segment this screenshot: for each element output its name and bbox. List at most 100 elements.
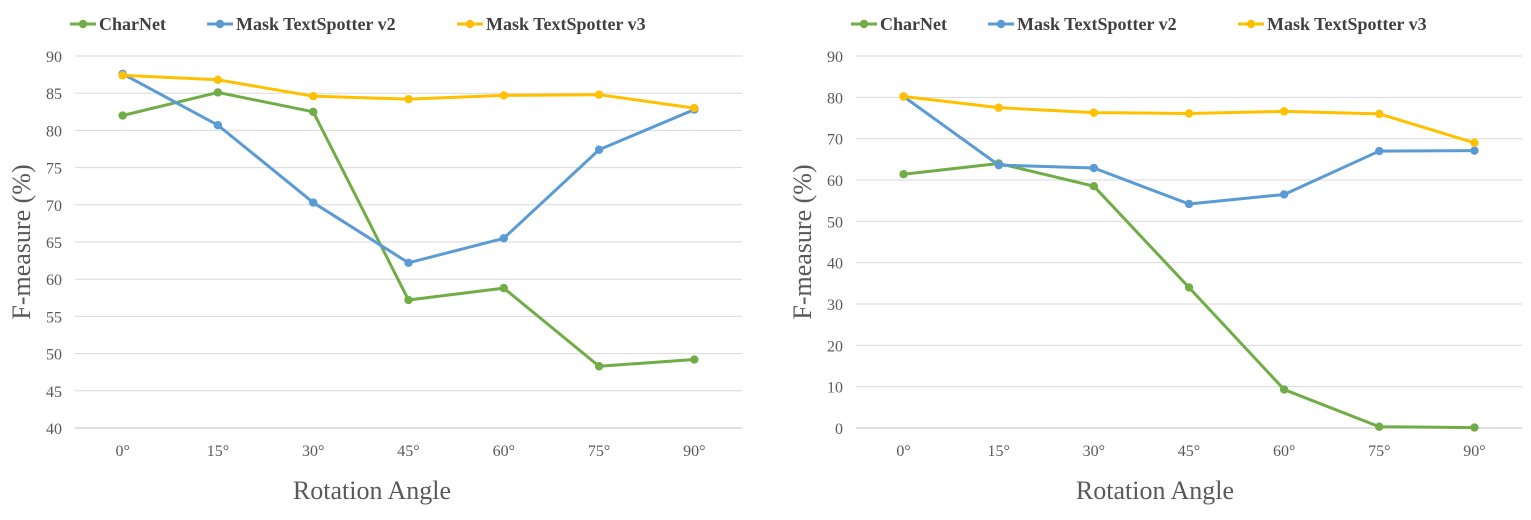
legend-label: Mask TextSpotter v2	[236, 14, 396, 34]
y-tick-label: 70	[46, 198, 62, 215]
data-point	[404, 295, 413, 305]
data-point	[213, 75, 223, 85]
y-tick-label: 30	[827, 297, 843, 314]
data-point	[1375, 109, 1384, 119]
y-tick-label: 60	[827, 173, 843, 190]
y-tick-label: 70	[827, 132, 843, 149]
chart-2: 0 10 20 30 40 50 60 70 80 90 0° 15° 30° 45° 60° 75° 90° R…	[788, 14, 1522, 505]
legend-swatch-marker	[78, 19, 88, 29]
x-tick-label: 45°	[1178, 443, 1200, 460]
data-point	[1279, 190, 1289, 199]
y-tick-label: 20	[827, 338, 843, 355]
legend-item: Mask TextSpotter v3	[457, 14, 646, 34]
data-point	[690, 355, 699, 364]
y-tick-label: 60	[46, 272, 62, 289]
y-tick-label: 80	[827, 90, 843, 107]
x-axis-title: Rotation Angle	[293, 476, 451, 505]
legend-label: CharNet	[880, 14, 947, 34]
data-point	[994, 103, 1003, 112]
data-point	[1375, 422, 1384, 431]
legend-item: CharNet	[70, 14, 166, 34]
x-tick-label: 0°	[896, 443, 910, 460]
series-line-mask-textspotter-v3	[902, 95, 1476, 145]
data-point	[309, 91, 318, 101]
legend-swatch-marker	[859, 19, 869, 29]
data-point	[118, 111, 127, 120]
x-tick-label: 30°	[1083, 443, 1105, 460]
data-point	[594, 145, 604, 154]
legend-item: Mask TextSpotter v2	[207, 14, 396, 34]
chart-1: 40 45 50 55 60 65 70 75 80 85 90 0° 15° 30° 45° 60° 75° 9…	[7, 14, 742, 505]
x-tick-label: 15°	[207, 443, 229, 460]
y-tick-label: 45	[46, 384, 62, 401]
data-point	[899, 170, 908, 179]
legend-item: Mask TextSpotter v2	[988, 14, 1177, 34]
data-point	[213, 88, 223, 97]
data-point	[1184, 199, 1194, 209]
y-tick-label: 50	[827, 214, 843, 231]
data-point	[213, 120, 223, 130]
y-tick-label: 40	[827, 256, 843, 273]
data-point	[594, 362, 604, 371]
data-point	[1470, 146, 1479, 155]
data-point	[499, 91, 508, 100]
legend-swatch-marker	[215, 19, 225, 29]
y-tick-label: 75	[46, 161, 62, 178]
data-point	[309, 198, 318, 207]
x-tick-label: 45°	[397, 443, 419, 460]
data-point	[499, 283, 508, 293]
x-tick-label: 60°	[1273, 443, 1295, 460]
legend-item: Mask TextSpotter v3	[1238, 14, 1427, 34]
data-point	[1184, 283, 1194, 292]
y-tick-label: 90	[46, 49, 62, 66]
y-tick-label: 10	[827, 380, 843, 397]
data-point	[994, 160, 1003, 170]
x-tick-label: 90°	[1463, 443, 1485, 460]
y-axis-title: F-measure (%)	[788, 164, 817, 319]
data-point	[1375, 146, 1384, 156]
legend-label: CharNet	[99, 14, 166, 34]
x-tick-label: 15°	[988, 443, 1010, 460]
data-point	[1089, 163, 1099, 173]
x-tick-label: 75°	[1368, 443, 1390, 460]
y-axis-title: F-measure (%)	[7, 164, 36, 319]
data-point	[1089, 108, 1099, 117]
data-point	[404, 258, 413, 268]
y-tick-label: 50	[46, 347, 62, 364]
data-point	[1279, 107, 1289, 116]
x-tick-label: 75°	[588, 443, 610, 460]
y-tick-label: 65	[46, 235, 62, 252]
data-point	[1089, 182, 1099, 191]
y-tick-label: 55	[46, 309, 62, 326]
data-point	[594, 90, 604, 99]
legend-swatch-marker	[996, 19, 1006, 29]
x-axis-title: Rotation Angle	[1076, 476, 1234, 505]
legend-item: CharNet	[851, 14, 947, 34]
data-point	[690, 103, 699, 113]
data-point	[1279, 385, 1289, 394]
legend-label: Mask TextSpotter v2	[1017, 14, 1177, 34]
legend-label: Mask TextSpotter v3	[486, 14, 646, 34]
data-point	[118, 71, 127, 80]
x-tick-label: 0°	[115, 443, 129, 460]
x-tick-label: 60°	[493, 443, 515, 460]
y-tick-label: 0	[835, 421, 843, 438]
legend-swatch-marker	[1246, 19, 1256, 29]
y-tick-label: 80	[46, 123, 62, 140]
series-line-charnet	[121, 90, 696, 368]
legend-swatch-marker	[465, 19, 475, 29]
data-point	[404, 94, 413, 104]
data-point	[309, 107, 318, 117]
data-point	[499, 234, 508, 243]
y-tick-label: 85	[46, 86, 62, 103]
x-tick-label: 30°	[302, 443, 324, 460]
y-tick-label: 40	[46, 421, 62, 438]
data-point	[1470, 138, 1479, 147]
data-point	[1470, 423, 1479, 432]
data-point	[1184, 109, 1194, 118]
legend-label: Mask TextSpotter v3	[1267, 14, 1427, 34]
data-point	[899, 92, 908, 101]
y-tick-label: 90	[827, 49, 843, 66]
x-tick-label: 90°	[683, 443, 705, 460]
